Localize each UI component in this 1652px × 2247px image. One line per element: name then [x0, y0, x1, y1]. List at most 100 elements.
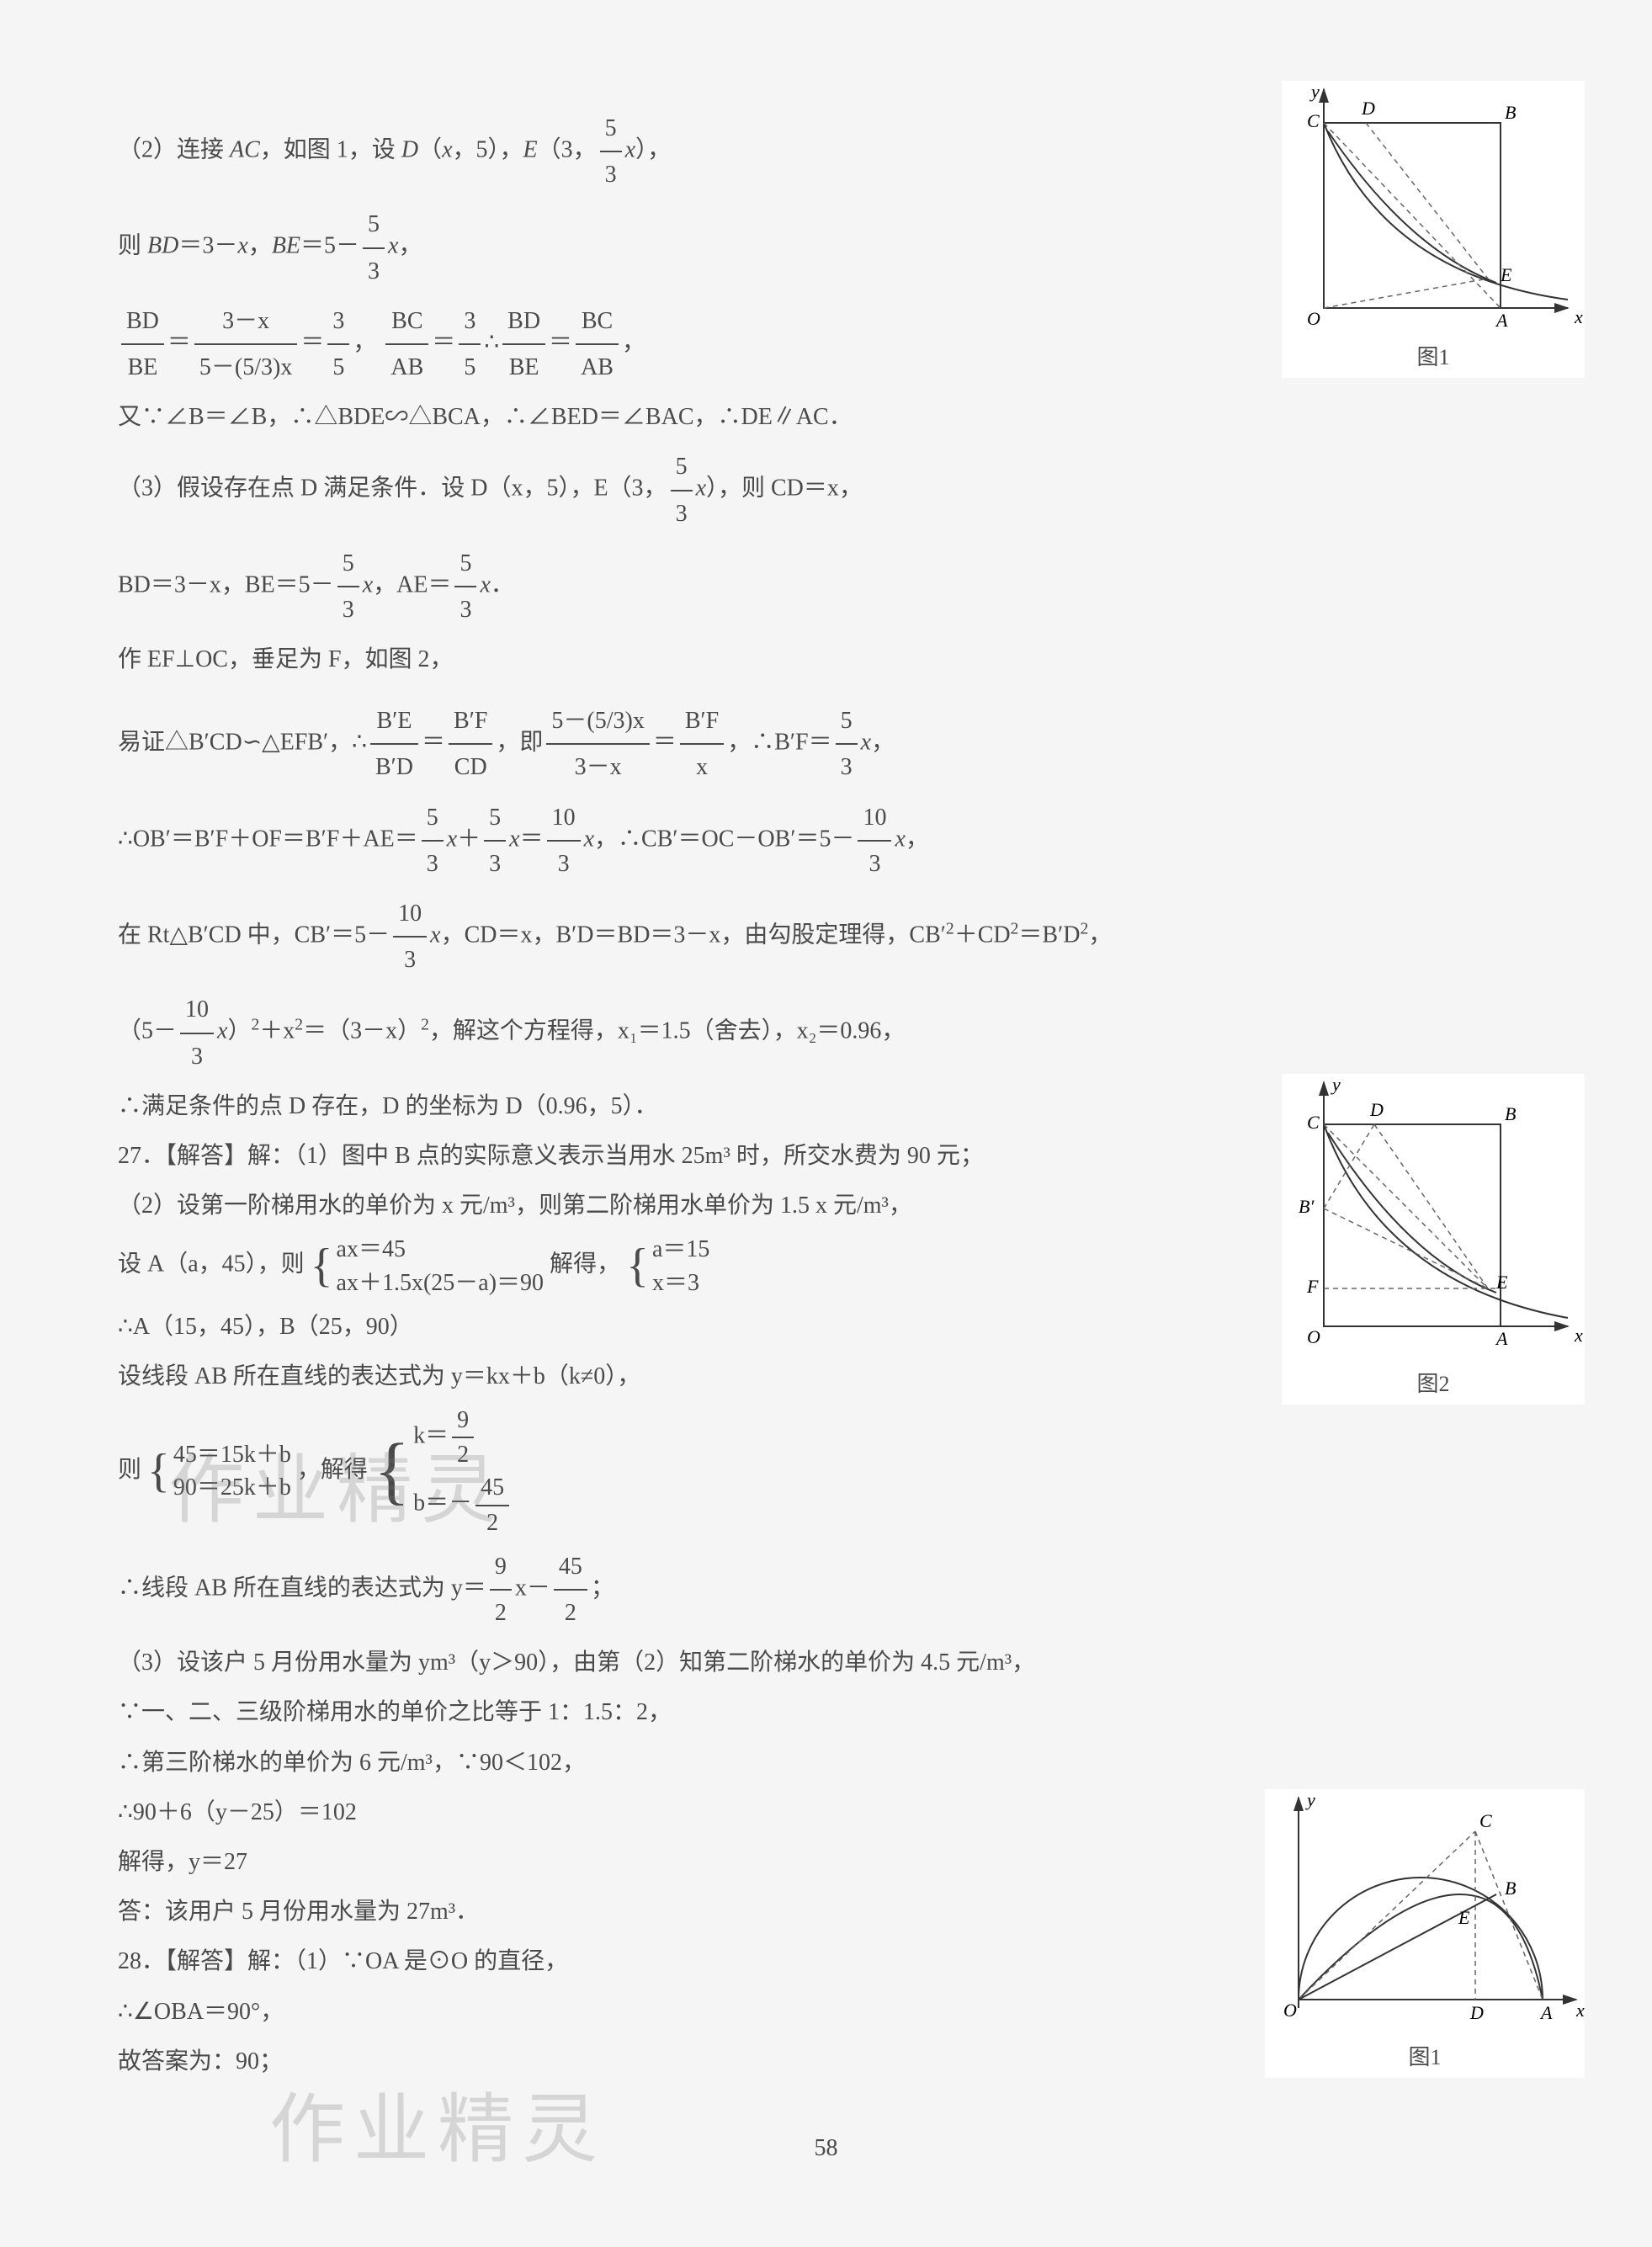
text: ， — [398, 233, 422, 259]
equation-system: {45＝15k＋b90＝25k＋b — [147, 1438, 291, 1504]
text: 则 — [118, 1457, 141, 1483]
text: ， — [248, 233, 272, 259]
text: ＝ — [549, 329, 572, 355]
text-line: 易证△B′CD∽△EFB′，∴B′EB′D＝B′FCD，即5－(5/3)x3－x… — [118, 699, 1534, 789]
figure-2-caption: 图2 — [1282, 1363, 1585, 1405]
svg-text:O: O — [1307, 308, 1320, 329]
text: ＝（3－x） — [303, 1018, 421, 1044]
text-line: 则 {45＝15k＋b90＝25k＋b ，解得 { k＝92 b＝－452 — [118, 1404, 1534, 1539]
text: ， — [906, 826, 929, 852]
text-line: ∴OB′＝B′F＋OF＝B′F＋AE＝53x＋53x＝103x，∴CB′＝OC－… — [118, 795, 1534, 886]
text-line: ∵一、二、三级阶梯用水的单价之比等于 1：1.5：2， — [118, 1690, 1534, 1734]
figure-3-caption: 图1 — [1265, 2037, 1585, 2078]
svg-text:D: D — [1361, 98, 1375, 119]
svg-text:B: B — [1505, 102, 1516, 123]
text: （2）连接 — [118, 137, 230, 163]
svg-text:B: B — [1505, 1103, 1516, 1124]
text: ，AE＝ — [373, 571, 451, 598]
svg-text:y: y — [1305, 1789, 1315, 1810]
text: ） — [227, 1018, 251, 1044]
text-line: ∴线段 AB 所在直线的表达式为 y＝92x－452； — [118, 1544, 1534, 1635]
equation-system: {ax＝45ax＋1.5x(25－a)＝90 — [311, 1233, 544, 1299]
text: 在 Rt△B′CD 中，CB′＝5－ — [118, 922, 390, 948]
text: ，如图 1，设 — [260, 137, 401, 163]
svg-text:D: D — [1469, 2002, 1484, 2023]
svg-text:A: A — [1495, 1328, 1508, 1349]
text: ＋CD — [954, 922, 1011, 948]
text: 则 — [118, 233, 147, 259]
text: ），则 CD＝x， — [706, 475, 863, 502]
figure-2-svg: O x y C D B A E B′ F — [1282, 1074, 1585, 1360]
text: ，5）， — [453, 137, 523, 163]
svg-text:E: E — [1500, 264, 1512, 285]
text: ． — [491, 571, 514, 598]
text: ＝ — [300, 329, 324, 355]
figure-3-svg: O x y C D B A E — [1265, 1789, 1585, 2033]
svg-text:E: E — [1458, 1907, 1470, 1928]
text: ，解这个方程得，x₁＝1.5（舍去），x₂＝0.96， — [429, 1018, 906, 1044]
page: O x y C D B A E 图1 — [118, 106, 1534, 2170]
svg-text:x: x — [1574, 306, 1583, 327]
text: （3）假设存在点 D 满足条件．设 D（x，5），E（3， — [118, 475, 667, 502]
svg-text:y: y — [1331, 1074, 1341, 1095]
text: ，∴B′F＝ — [727, 730, 831, 756]
text-line: ∴第三阶梯水的单价为 6 元/m³，∵90＜102， — [118, 1740, 1534, 1785]
text-line: （3）假设存在点 D 满足条件．设 D（x，5），E（3，53x），则 CD＝x… — [118, 444, 1534, 535]
svg-text:E: E — [1495, 1272, 1508, 1293]
text: x－ — [515, 1575, 550, 1601]
svg-text:B′: B′ — [1299, 1196, 1315, 1217]
svg-text:O: O — [1283, 2000, 1297, 2021]
figure-1-svg: O x y C D B A E — [1282, 81, 1585, 333]
text: （ — [418, 137, 442, 163]
svg-text:x: x — [1575, 2000, 1585, 2021]
text: ∴ — [484, 329, 499, 355]
text: ＝ — [167, 329, 191, 355]
text: ＝3－ — [178, 233, 237, 259]
text: ＝5－ — [300, 233, 359, 259]
equation-system: {a＝15x＝3 — [626, 1233, 709, 1299]
text: ，CD＝x，B′D＝BD＝3－x，由勾股定理得，CB′ — [441, 922, 946, 948]
text: 解得， — [550, 1251, 620, 1278]
text: ＝ — [422, 730, 445, 756]
figure-2: O x y C D B A E B′ F 图2 — [1282, 1074, 1585, 1405]
svg-text:C: C — [1307, 110, 1320, 131]
text: ； — [591, 1575, 614, 1601]
text: ， — [353, 329, 376, 355]
text: ，即 — [496, 730, 543, 756]
svg-text:y: y — [1309, 81, 1320, 102]
text: ， — [871, 730, 895, 756]
figure-3: O x y C D B A E 图1 — [1265, 1789, 1585, 2078]
text: 易证△B′CD∽△EFB′，∴ — [118, 730, 367, 756]
figure-1-caption: 图1 — [1282, 337, 1585, 378]
svg-text:D: D — [1369, 1099, 1384, 1120]
text: ＋x — [259, 1018, 295, 1044]
figure-1: O x y C D B A E 图1 — [1282, 81, 1585, 378]
equation-system: { k＝92 b＝－452 — [374, 1404, 513, 1539]
text: ＝ — [432, 329, 455, 355]
svg-text:B: B — [1505, 1878, 1516, 1899]
page-number: 58 — [118, 2126, 1534, 2170]
svg-text:A: A — [1495, 310, 1508, 331]
text: ）， — [635, 137, 671, 163]
svg-text:C: C — [1479, 1810, 1492, 1831]
svg-text:A: A — [1539, 2002, 1553, 2023]
text: ＋ — [457, 826, 481, 852]
text: 设 A（a，45），则 — [118, 1251, 305, 1278]
text: ∴线段 AB 所在直线的表达式为 y＝ — [118, 1575, 486, 1601]
text: ，∴CB′＝OC－OB′＝5－ — [594, 826, 854, 852]
text-line: 又∵∠B＝∠B，∴△BDE∽△BCA，∴∠BED＝∠BAC，∴DE∥AC． — [118, 395, 1534, 439]
text: ＝ — [520, 826, 544, 852]
text: BD＝3－x，BE＝5－ — [118, 571, 334, 598]
svg-text:x: x — [1574, 1325, 1583, 1346]
svg-text:F: F — [1306, 1276, 1319, 1297]
text-line: （5－103x）2＋x2＝（3－x）2，解这个方程得，x₁＝1.5（舍去），x₂… — [118, 987, 1534, 1078]
text: ＝ — [653, 730, 677, 756]
text: ＝B′D — [1018, 922, 1080, 948]
svg-text:C: C — [1307, 1112, 1320, 1133]
text: ，解得 — [297, 1457, 368, 1483]
text-line: 在 Rt△B′CD 中，CB′＝5－103x，CD＝x，B′D＝BD＝3－x，由… — [118, 891, 1534, 982]
text: ∴OB′＝B′F＋OF＝B′F＋AE＝ — [118, 826, 418, 852]
text-line: BD＝3－x，BE＝5－53x，AE＝53x． — [118, 541, 1534, 632]
text: ， — [1088, 922, 1112, 948]
text-line: （3）设该户 5 月份用水量为 ym³（y＞90），由第（2）知第二阶梯水的单价… — [118, 1640, 1534, 1685]
